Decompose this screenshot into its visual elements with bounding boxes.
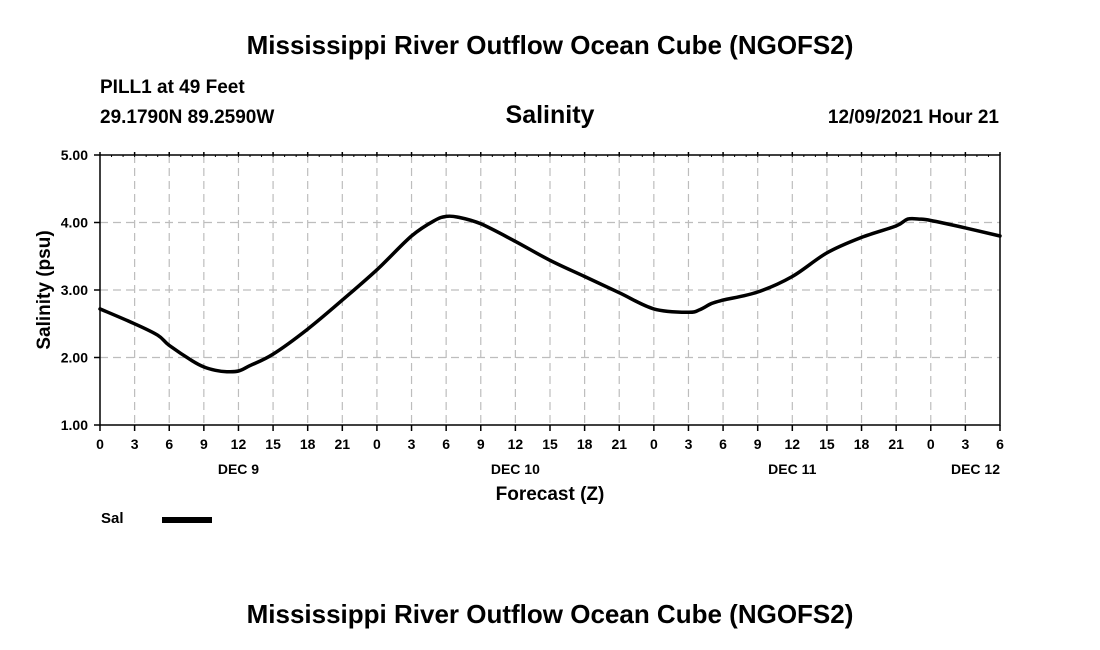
x-tick-label: 6 [996, 436, 1004, 452]
station-label: PILL1 at 49 Feet [100, 77, 245, 98]
x-tick-label: 3 [685, 436, 693, 452]
x-tick-label: 12 [231, 436, 247, 452]
series-line-sal [98, 214, 1002, 374]
y-tick-label: 3.00 [61, 282, 88, 298]
date-label: DEC 12 [951, 461, 1000, 477]
x-axis-tick-labels: 0 3 6 9 12 15 18 21 0 3 6 9 12 15 18 21 0 3 6 9 12 15 18 21 0 3 6 [96, 436, 1004, 452]
x-tick-label: 0 [927, 436, 935, 452]
x-axis-title: Forecast (Z) [496, 484, 605, 505]
date-label: DEC 9 [218, 461, 259, 477]
x-tick-label: 6 [442, 436, 450, 452]
x-tick-label: 9 [754, 436, 762, 452]
x-tick-label: 0 [373, 436, 381, 452]
x-tick-label: 12 [508, 436, 524, 452]
y-axis-title: Salinity (psu) [34, 230, 55, 349]
x-tick-label: 15 [265, 436, 281, 452]
x-tick-label: 9 [477, 436, 485, 452]
date-labels: DEC 9 DEC 10 DEC 11 DEC 12 [218, 461, 1000, 477]
coordinates-label: 29.1790N 89.2590W [100, 107, 275, 128]
chart-grid [100, 155, 1000, 425]
x-tick-label: 18 [854, 436, 870, 452]
legend-swatch [162, 517, 212, 523]
x-tick-label: 6 [165, 436, 173, 452]
x-tick-label: 21 [335, 436, 351, 452]
y-tick-label: 2.00 [61, 350, 88, 366]
timestamp-label: 12/09/2021 Hour 21 [827, 107, 999, 128]
y-tick-label: 5.00 [61, 147, 88, 163]
x-tick-label: 15 [819, 436, 835, 452]
legend-label: Sal [101, 510, 124, 527]
chart-title: Mississippi River Outflow Ocean Cube (NG… [246, 30, 854, 60]
x-tick-label: 0 [650, 436, 658, 452]
x-tick-label: 3 [131, 436, 139, 452]
date-label: DEC 10 [491, 461, 540, 477]
x-tick-label: 3 [408, 436, 416, 452]
date-label: DEC 11 [768, 461, 816, 477]
axis-ticks [94, 152, 1001, 431]
x-tick-label: 3 [961, 436, 969, 452]
y-tick-label: 4.00 [61, 215, 88, 231]
x-tick-label: 18 [577, 436, 593, 452]
x-tick-label: 21 [611, 436, 627, 452]
x-tick-label: 6 [719, 436, 727, 452]
x-tick-label: 21 [888, 436, 904, 452]
x-tick-label: 18 [300, 436, 316, 452]
x-tick-label: 12 [785, 436, 801, 452]
y-tick-label: 1.00 [61, 417, 88, 433]
x-tick-label: 15 [542, 436, 558, 452]
x-tick-label: 0 [96, 436, 104, 452]
footer-title: Mississippi River Outflow Ocean Cube (NG… [246, 599, 854, 629]
y-axis-tick-labels: 1.00 2.00 3.00 4.00 5.00 [61, 147, 88, 433]
parameter-title: Salinity [505, 101, 595, 129]
x-tick-label: 9 [200, 436, 208, 452]
series-layer [98, 214, 1002, 374]
